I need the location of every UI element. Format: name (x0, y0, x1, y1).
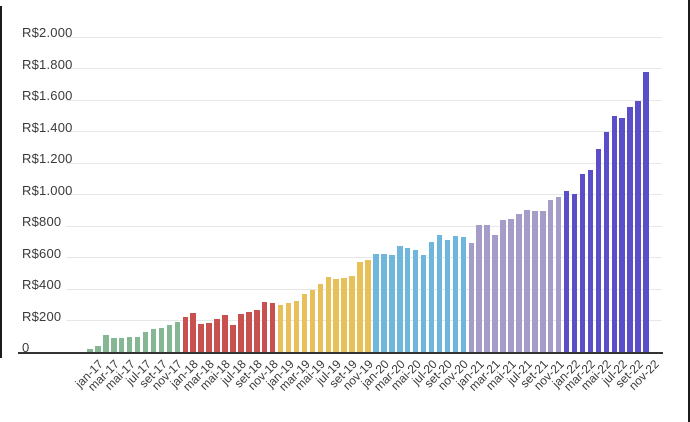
bar-jan-18 (182, 316, 189, 352)
y-axis-label: R$600 (22, 245, 62, 261)
bar-dez-20 (460, 237, 467, 352)
bar-mai-20 (404, 247, 411, 352)
bar-jan-17 (87, 348, 93, 352)
bar-out-22 (635, 100, 641, 352)
bar-mar-18 (198, 323, 204, 352)
y-axis-label: R$1.600 (22, 88, 73, 103)
bar-out-19 (349, 276, 355, 352)
bar-abr-18 (206, 323, 212, 352)
bar-fev-21 (476, 224, 482, 352)
bar-mai-21 (500, 220, 506, 352)
bar-jun-19 (317, 284, 324, 352)
gridline-1200 (66, 162, 662, 164)
bar-abr-20 (397, 246, 403, 352)
right-border-line (688, 0, 690, 422)
y-axis-label: R$400 (22, 277, 62, 292)
y-axis-label: R$200 (22, 308, 62, 324)
bar-set-17 (150, 329, 157, 352)
bar-dez-17 (174, 322, 181, 352)
bar-jul-20 (420, 255, 427, 352)
gridline-2000 (66, 36, 662, 38)
bar-dez-21 (555, 197, 562, 352)
gridline-1600 (66, 99, 662, 101)
bar-set-21 (532, 211, 538, 352)
bar-out-17 (158, 327, 165, 352)
y-axis-label: R$800 (22, 214, 62, 229)
bar-jul-18 (230, 325, 236, 352)
bar-out-21 (540, 211, 546, 352)
bar-fev-20 (381, 254, 387, 352)
bar-abr-21 (492, 234, 498, 352)
bar-mar-17 (103, 335, 109, 352)
y-axis-label: R$1.400 (22, 119, 73, 135)
bar-mar-19 (293, 301, 300, 352)
x-axis-baseline (18, 352, 663, 354)
bar-abr-19 (301, 294, 308, 352)
bar-mai-22 (595, 148, 602, 352)
bar-set-22 (627, 106, 633, 352)
bar-jan-20 (373, 253, 379, 352)
bar-jul-21 (516, 214, 522, 352)
gridline-800 (66, 225, 662, 227)
gridline-1000 (66, 194, 662, 195)
gridline-1800 (66, 68, 662, 69)
bar-fev-19 (285, 302, 292, 352)
bar-nov-19 (357, 262, 363, 352)
bar-mai-19 (309, 290, 316, 352)
bar-ago-18 (238, 314, 244, 352)
bar-abr-22 (587, 170, 594, 352)
bar-ago-17 (142, 331, 149, 352)
y-axis-label: R$1.000 (22, 182, 73, 198)
bar-dez-19 (365, 260, 371, 352)
bar-ago-21 (524, 210, 530, 352)
bar-out-20 (444, 239, 451, 352)
bar-out-18 (254, 310, 260, 352)
bar-jan-22 (563, 191, 570, 352)
y-axis-label: R$1.200 (22, 151, 73, 166)
bar-jun-22 (603, 132, 610, 352)
bar-jul-19 (325, 277, 332, 352)
left-border-line (0, 6, 2, 358)
bar-mar-21 (484, 224, 490, 352)
bar-fev-22 (571, 193, 578, 352)
bar-nov-21 (547, 200, 554, 352)
bar-jul-22 (611, 115, 617, 352)
bar-set-19 (341, 278, 347, 352)
bar-jun-17 (126, 336, 133, 352)
bar-jul-17 (134, 337, 141, 352)
gridline-200 (66, 320, 662, 321)
bar-jun-20 (412, 249, 419, 352)
bar-nov-17 (166, 325, 173, 352)
bar-ago-22 (619, 117, 625, 352)
bar-nov-20 (452, 236, 459, 352)
gridline-1400 (66, 131, 662, 132)
gridline-600 (66, 257, 662, 258)
bar-ago-19 (333, 278, 339, 352)
bar-jun-18 (222, 314, 228, 352)
bar-dez-18 (269, 302, 276, 352)
bar-nov-22 (643, 71, 649, 352)
bar-mar-20 (389, 254, 395, 352)
bar-jan-21 (468, 242, 475, 352)
bar-mar-22 (579, 174, 586, 352)
bar-fev-17 (95, 346, 101, 352)
bar-mai-17 (118, 337, 125, 352)
bar-fev-18 (190, 313, 196, 352)
y-axis-label: R$2.000 (22, 25, 73, 40)
gridline-400 (66, 288, 662, 290)
y-axis-label: 0 (22, 340, 30, 355)
bar-ago-20 (428, 242, 435, 352)
bar-jan-19 (277, 304, 284, 352)
bar-nov-18 (261, 302, 268, 352)
bar-jun-21 (508, 218, 514, 352)
bar-set-20 (436, 235, 443, 352)
bar-abr-17 (111, 337, 117, 352)
bar-set-18 (246, 312, 252, 352)
bar-mai-18 (214, 318, 220, 352)
y-axis-label: R$1.800 (22, 56, 73, 72)
